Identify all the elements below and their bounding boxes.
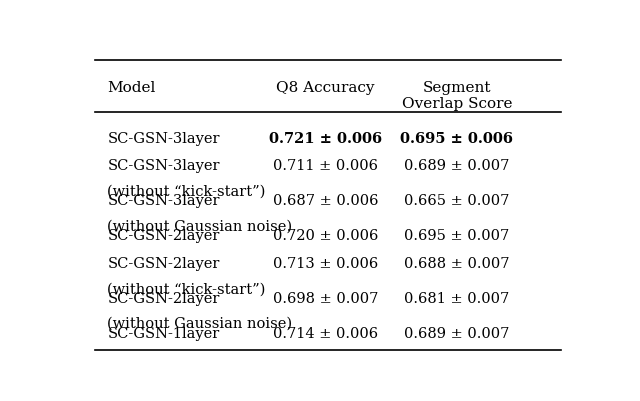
Text: 0.681 ± 0.007: 0.681 ± 0.007: [404, 291, 509, 305]
Text: 0.711 ± 0.006: 0.711 ± 0.006: [273, 159, 378, 173]
Text: SC-GSN-3layer: SC-GSN-3layer: [108, 132, 220, 146]
Text: Model: Model: [108, 81, 156, 95]
Text: (without Gaussian noise): (without Gaussian noise): [108, 316, 292, 330]
Text: SC-GSN-1layer: SC-GSN-1layer: [108, 326, 220, 340]
Text: Segment
Overlap Score: Segment Overlap Score: [402, 81, 512, 111]
Text: 0.689 ± 0.007: 0.689 ± 0.007: [404, 326, 509, 340]
Text: 0.721 ± 0.006: 0.721 ± 0.006: [269, 132, 382, 146]
Text: SC-GSN-2layer: SC-GSN-2layer: [108, 256, 220, 270]
Text: 0.695 ± 0.007: 0.695 ± 0.007: [404, 229, 509, 243]
Text: 0.665 ± 0.007: 0.665 ± 0.007: [404, 194, 509, 208]
Text: SC-GSN-2layer: SC-GSN-2layer: [108, 291, 220, 305]
Text: 0.688 ± 0.007: 0.688 ± 0.007: [404, 256, 509, 270]
Text: 0.714 ± 0.006: 0.714 ± 0.006: [273, 326, 378, 340]
Text: 0.698 ± 0.007: 0.698 ± 0.007: [273, 291, 378, 305]
Text: 0.713 ± 0.006: 0.713 ± 0.006: [273, 256, 378, 270]
Text: SC-GSN-3layer: SC-GSN-3layer: [108, 194, 220, 208]
Text: SC-GSN-3layer: SC-GSN-3layer: [108, 159, 220, 173]
Text: 0.689 ± 0.007: 0.689 ± 0.007: [404, 159, 509, 173]
Text: 0.720 ± 0.006: 0.720 ± 0.006: [273, 229, 378, 243]
Text: (without “kick-start”): (without “kick-start”): [108, 184, 266, 198]
Text: Q8 Accuracy: Q8 Accuracy: [276, 81, 375, 95]
Text: SC-GSN-2layer: SC-GSN-2layer: [108, 229, 220, 243]
Text: 0.687 ± 0.006: 0.687 ± 0.006: [273, 194, 378, 208]
Text: (without Gaussian noise): (without Gaussian noise): [108, 219, 292, 233]
Text: (without “kick-start”): (without “kick-start”): [108, 282, 266, 296]
Text: 0.695 ± 0.006: 0.695 ± 0.006: [401, 132, 513, 146]
